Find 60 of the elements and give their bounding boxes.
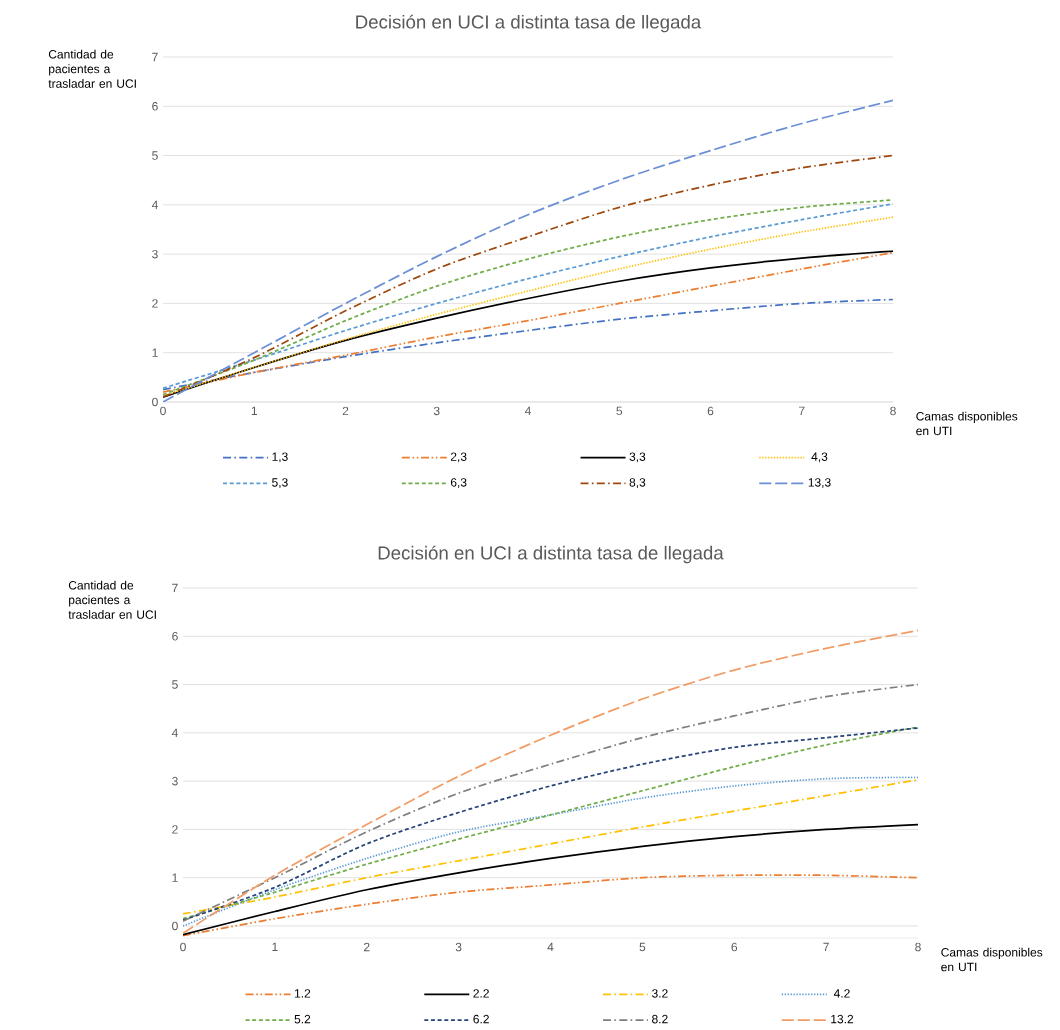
legend-label: 2.2: [473, 989, 489, 998]
y-tick-label: 6: [172, 632, 178, 641]
y-tick-label: 2: [172, 825, 178, 834]
x-tick-label: 6: [731, 942, 738, 952]
x-tick-label: 6: [707, 406, 714, 416]
legend-label: 2,3: [450, 452, 467, 463]
x-tick-label: 1: [251, 406, 257, 415]
line-series: [163, 154, 893, 398]
legend-label: 3,3: [629, 452, 646, 463]
y-tick-label: 3: [172, 776, 178, 786]
y-tick-label: 7: [172, 583, 178, 593]
x-tick-label: 5: [639, 942, 646, 952]
legend-label: 4.2: [833, 989, 850, 998]
y-tick-label: 1: [172, 873, 178, 882]
x-tick-label: 8: [890, 406, 896, 416]
x-tick-label: 1: [272, 942, 278, 952]
line-series: [183, 823, 918, 936]
x-tick-label: 2: [342, 406, 349, 416]
chart-title: Decisión en UCI a distinta tasa de llegada: [356, 14, 702, 33]
legend-label: 4,3: [811, 452, 828, 463]
legend-label: 5.2: [294, 1014, 311, 1024]
legend-label: 13.2: [831, 1014, 854, 1024]
y-tick-label: 5: [172, 680, 178, 689]
legend-label: 8,3: [629, 478, 646, 489]
x-tick-label: 8: [915, 942, 921, 952]
legend-label: 8.2: [652, 1014, 668, 1024]
legend-label: 3.2: [652, 989, 668, 998]
x-tick-label: 4: [524, 406, 531, 415]
x-tick-label: 7: [799, 406, 805, 415]
x-tick-label: 2: [364, 942, 370, 952]
y-tick-label: 2: [152, 299, 158, 308]
x-axis-title: Camas disponibles en UTI: [916, 411, 1018, 436]
line-series: [163, 298, 893, 391]
y-tick-label: 0: [152, 397, 158, 407]
legend-label: 1,3: [272, 452, 288, 463]
line-series: [183, 874, 918, 937]
y-axis-title: Cantidad de pacientes a trasladar en UCI: [68, 580, 156, 619]
y-tick-label: 1: [152, 348, 158, 357]
x-tick-label: 3: [433, 406, 440, 416]
legend-label: 5,3: [272, 478, 288, 489]
legend-label: 6.2: [473, 1014, 489, 1024]
legend-label: 13,3: [808, 478, 831, 489]
x-tick-label: 5: [616, 406, 623, 416]
chart-title: Decisión en UCI a distinta tasa de llegada: [378, 545, 724, 564]
legend-label: 6,3: [450, 478, 467, 489]
x-tick-label: 7: [823, 942, 829, 952]
y-axis-title: Cantidad de pacientes a trasladar en UCI: [48, 49, 136, 88]
y-tick-label: 3: [152, 249, 158, 259]
y-tick-label: 7: [152, 52, 158, 62]
y-tick-label: 6: [152, 102, 158, 111]
x-tick-label: 3: [455, 942, 462, 952]
y-tick-label: 0: [172, 921, 178, 931]
y-tick-label: 4: [171, 728, 178, 737]
x-tick-label: 0: [160, 406, 166, 416]
y-tick-label: 5: [152, 151, 158, 160]
x-axis-title: Camas disponibles en UTI: [941, 947, 1043, 972]
legend-label: 1.2: [294, 989, 311, 998]
x-tick-label: 4: [547, 942, 554, 952]
x-tick-label: 0: [180, 942, 186, 952]
y-tick-label: 4: [151, 200, 158, 209]
